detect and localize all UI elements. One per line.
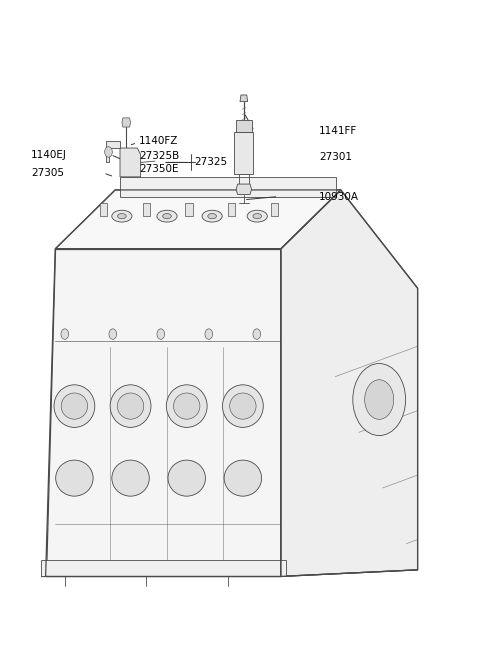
Ellipse shape (54, 385, 95, 427)
Text: 1140FZ: 1140FZ (139, 136, 179, 147)
Text: 1141FF: 1141FF (319, 126, 358, 136)
Polygon shape (240, 95, 248, 102)
Polygon shape (236, 120, 252, 132)
Polygon shape (100, 203, 107, 216)
Polygon shape (271, 203, 278, 216)
Ellipse shape (253, 214, 262, 219)
Ellipse shape (163, 214, 171, 219)
Polygon shape (281, 190, 418, 576)
Ellipse shape (202, 210, 222, 222)
Circle shape (61, 329, 69, 339)
Ellipse shape (229, 393, 256, 419)
Ellipse shape (117, 393, 144, 419)
Ellipse shape (110, 385, 151, 427)
Ellipse shape (166, 385, 207, 427)
Ellipse shape (168, 460, 205, 496)
Polygon shape (236, 184, 252, 195)
Ellipse shape (224, 460, 262, 496)
Text: 27305: 27305 (31, 168, 64, 178)
Circle shape (365, 380, 394, 419)
Polygon shape (106, 141, 120, 162)
Polygon shape (46, 249, 281, 576)
Circle shape (353, 364, 406, 436)
Text: 27325: 27325 (194, 157, 228, 168)
Polygon shape (120, 177, 336, 196)
Ellipse shape (112, 460, 149, 496)
Polygon shape (228, 203, 235, 216)
Ellipse shape (173, 393, 200, 419)
Polygon shape (120, 148, 141, 177)
Circle shape (105, 147, 112, 157)
Circle shape (157, 329, 165, 339)
Text: 10930A: 10930A (319, 191, 359, 202)
Polygon shape (143, 203, 150, 216)
Text: 1140EJ: 1140EJ (31, 149, 67, 160)
Polygon shape (55, 190, 341, 249)
Text: 27301: 27301 (319, 152, 352, 162)
Ellipse shape (208, 214, 216, 219)
Circle shape (205, 329, 213, 339)
Ellipse shape (247, 210, 267, 222)
Ellipse shape (112, 210, 132, 222)
Polygon shape (122, 118, 131, 127)
Polygon shape (185, 203, 192, 216)
Polygon shape (234, 132, 253, 174)
Ellipse shape (118, 214, 126, 219)
Ellipse shape (222, 385, 263, 427)
Circle shape (109, 329, 117, 339)
Polygon shape (41, 560, 286, 576)
Ellipse shape (157, 210, 177, 222)
Text: 27325B: 27325B (139, 151, 180, 161)
Ellipse shape (61, 393, 88, 419)
Ellipse shape (56, 460, 93, 496)
Text: 27350E: 27350E (139, 164, 179, 174)
Circle shape (253, 329, 261, 339)
